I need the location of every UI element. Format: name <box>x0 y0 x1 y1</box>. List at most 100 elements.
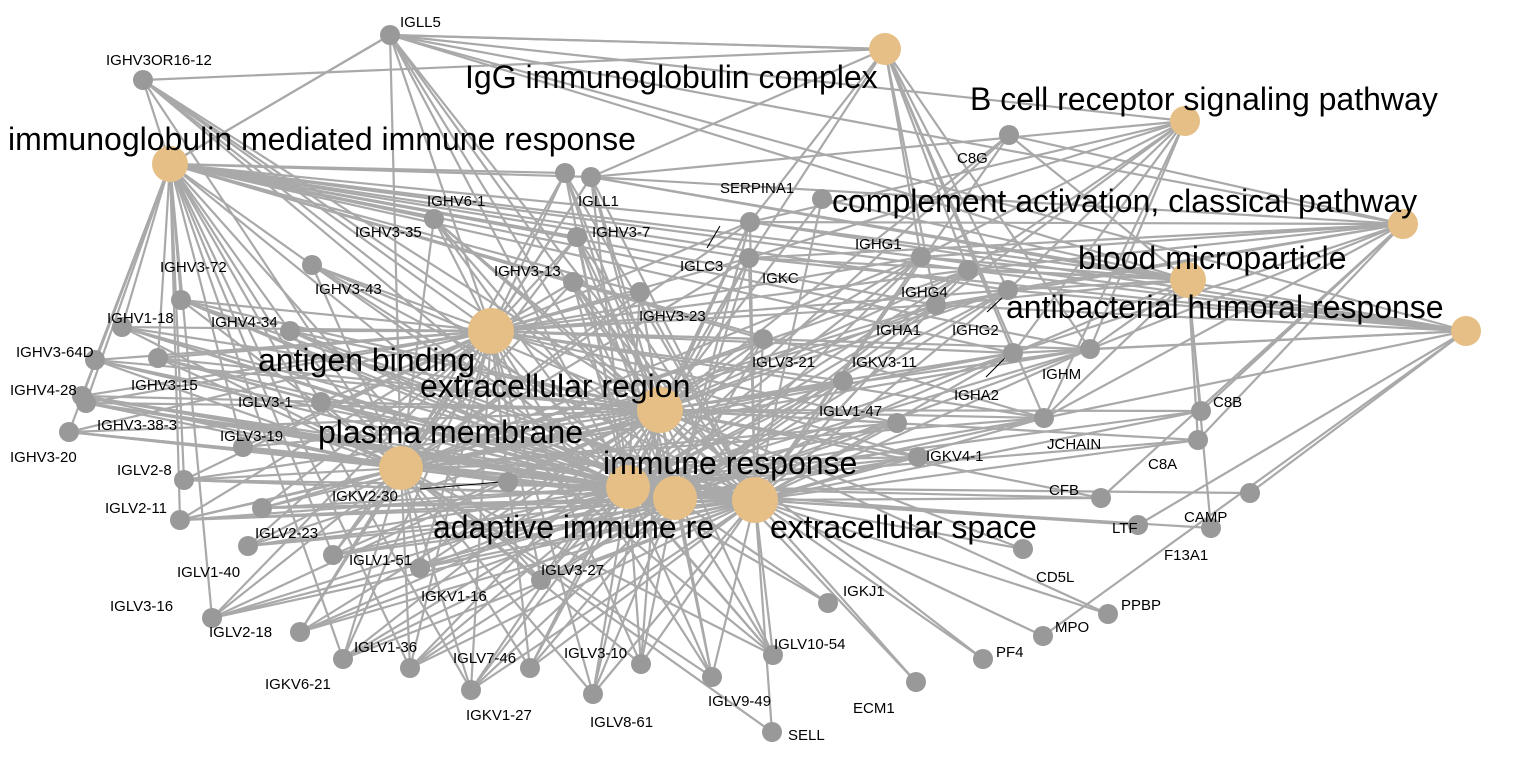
gene-node <box>290 622 310 642</box>
edge <box>84 329 493 405</box>
edge <box>1042 329 1468 420</box>
edge <box>93 358 403 470</box>
edge-layer <box>67 33 1468 734</box>
gene-label: IGHG4 <box>901 284 948 301</box>
gene-node <box>85 350 105 370</box>
gene-node <box>1098 604 1118 624</box>
edge <box>747 222 1405 260</box>
edge <box>753 498 1045 638</box>
edge <box>1088 222 1405 351</box>
gene-node <box>887 413 907 433</box>
edge <box>168 162 345 661</box>
edge <box>673 256 751 500</box>
gene-label: IGLV7-46 <box>453 650 516 667</box>
gene-label: IGLV1-47 <box>819 403 882 420</box>
gene-node <box>1091 488 1111 508</box>
edge <box>658 408 1025 551</box>
edge <box>589 47 887 179</box>
gene-label: IGLL1 <box>578 193 619 210</box>
gene-node <box>1003 343 1023 363</box>
edge <box>747 119 1187 260</box>
gene-label: IGLV10-54 <box>774 636 845 653</box>
gene-label: IGLV8-61 <box>590 714 653 731</box>
gene-node <box>631 654 651 674</box>
gene-label: IGKV1-16 <box>421 588 487 605</box>
edge <box>489 329 1046 420</box>
gene-node <box>133 70 153 90</box>
gene-label: IGLV3-1 <box>238 394 293 411</box>
edge <box>753 498 775 657</box>
gene-node <box>753 329 773 349</box>
label-pointer-igha2 <box>985 356 1007 378</box>
edge <box>489 171 567 333</box>
edge <box>178 466 403 522</box>
gene-label: IGLV3-16 <box>110 598 173 615</box>
edge <box>753 409 1203 502</box>
gene-label: SELL <box>788 727 825 744</box>
gene-label: IGKV2-30 <box>332 488 398 505</box>
edge <box>575 235 757 502</box>
edge <box>399 466 595 696</box>
term-label: blood microparticle <box>1078 240 1347 276</box>
gene-label: IGHV4-34 <box>211 314 278 331</box>
gene-label: IGHV4-28 <box>10 382 77 399</box>
edge <box>246 329 493 548</box>
edge <box>589 175 630 489</box>
edge <box>260 466 403 510</box>
term-label: B cell receptor signaling pathway <box>970 81 1438 117</box>
term-label: antigen binding <box>258 342 475 378</box>
edge <box>528 496 677 670</box>
term-label: immune response <box>603 445 857 481</box>
gene-node <box>59 422 79 442</box>
edge <box>469 498 757 692</box>
edge <box>489 329 899 425</box>
edge <box>639 498 757 666</box>
gene-node <box>323 545 343 565</box>
edge <box>388 33 1468 333</box>
edge <box>168 162 543 582</box>
gene-label: IGHV3-35 <box>355 224 422 241</box>
edge <box>934 119 1187 307</box>
edge <box>1041 329 1468 638</box>
edge <box>748 220 1468 333</box>
edge <box>469 485 630 692</box>
gene-node <box>171 290 191 310</box>
edge <box>658 408 985 661</box>
edge <box>589 175 677 500</box>
gene-label: IGLV1-51 <box>349 552 412 569</box>
edge <box>626 133 1011 489</box>
gene-label: MPO <box>1055 619 1089 636</box>
gene-label: JCHAIN <box>1047 436 1101 453</box>
edge <box>673 416 1046 500</box>
edge <box>658 133 1011 412</box>
edge <box>156 356 403 470</box>
edge <box>168 162 970 272</box>
gene-node <box>531 570 551 590</box>
gene-node <box>763 645 783 665</box>
edge <box>399 466 714 679</box>
edge <box>408 329 493 670</box>
edge <box>168 33 392 166</box>
gene-label: IGHV3-13 <box>494 263 561 280</box>
edge <box>673 220 752 500</box>
edge <box>1099 222 1405 500</box>
edge <box>589 175 662 412</box>
edge <box>408 485 630 670</box>
edge <box>469 329 493 692</box>
gene-node <box>998 280 1018 300</box>
edge <box>210 329 493 620</box>
gene-label: IGLL5 <box>400 14 441 31</box>
gene-label: IGLV2-8 <box>117 462 172 479</box>
edge <box>168 162 1092 351</box>
edge <box>658 408 1200 442</box>
edge <box>1011 222 1405 355</box>
gene-node <box>812 189 832 209</box>
term-label: adaptive immune re <box>433 509 714 545</box>
gene-node <box>424 209 444 229</box>
label-pointer-igkv2-30 <box>419 481 501 490</box>
edge <box>210 498 757 620</box>
gene-label: IGHA2 <box>954 387 999 404</box>
edge <box>399 255 923 470</box>
gene-node <box>999 125 1019 145</box>
gene-node <box>520 658 540 678</box>
